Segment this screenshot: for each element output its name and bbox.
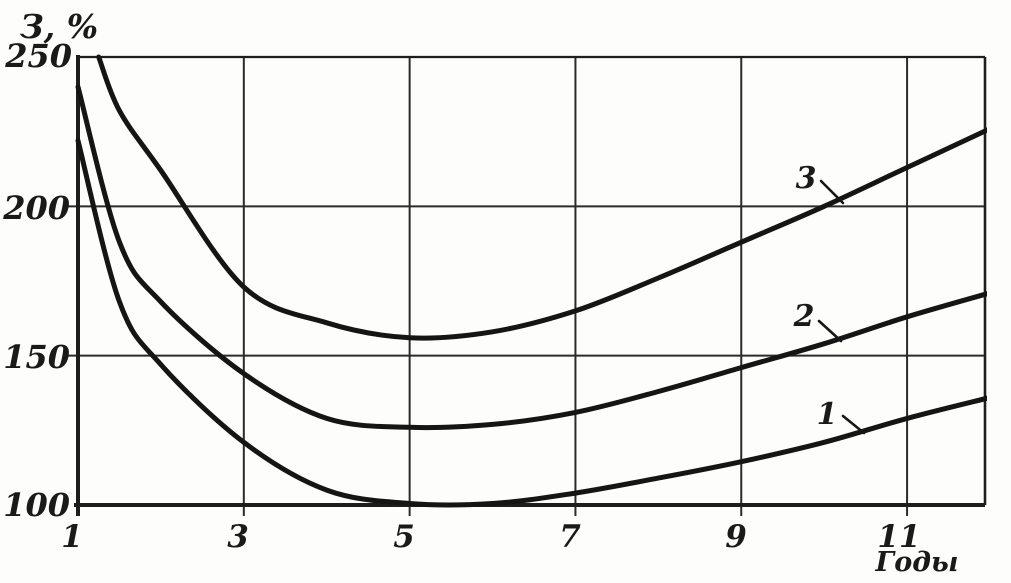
xtick-5: 5 <box>393 519 415 555</box>
xtick-9: 9 <box>725 519 747 555</box>
xtick-7: 7 <box>559 519 581 555</box>
y-axis-title: З, % <box>20 7 98 46</box>
x-axis-title: Годы <box>875 547 959 578</box>
ytick-250: 250 <box>4 37 72 75</box>
xtick-1: 1 <box>61 519 83 555</box>
ytick-100: 100 <box>3 486 70 524</box>
curve-label-3: 3 <box>796 161 817 196</box>
grid-lines <box>66 57 985 516</box>
curve-1-leader-line <box>841 414 866 435</box>
ytick-200: 200 <box>2 189 70 227</box>
curve-2-path <box>75 84 987 431</box>
ytick-150: 150 <box>3 338 70 376</box>
curve-label-1: 1 <box>817 397 838 432</box>
curve-1-path <box>75 138 987 508</box>
curve-3-leader-line <box>819 179 845 205</box>
curve-label-2: 2 <box>793 299 815 334</box>
xtick-3: 3 <box>227 519 249 555</box>
curves <box>75 54 987 508</box>
xtick-11: 11 <box>877 519 920 555</box>
curve-2-leader-line <box>817 319 843 343</box>
curve-3-path <box>96 54 987 341</box>
